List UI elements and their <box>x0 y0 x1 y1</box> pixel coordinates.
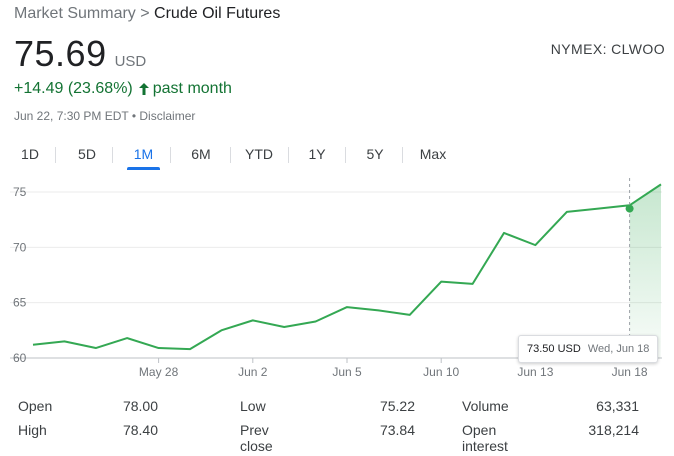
tab-divider <box>55 147 56 163</box>
disclaimer-link[interactable]: • Disclaimer <box>128 109 196 123</box>
x-tick-label: Jun 5 <box>332 365 362 379</box>
y-tick-label: 60 <box>13 351 27 365</box>
x-tick-label: Jun 18 <box>612 365 648 379</box>
price-line <box>32 183 662 351</box>
tab-divider <box>402 147 403 163</box>
tab-divider <box>288 147 289 163</box>
tab-ytd[interactable]: YTD <box>245 146 273 162</box>
time-range-tabs: 1D 5D 1M 6M YTD 1Y 5Y Max <box>0 142 674 170</box>
breadcrumb-current: Crude Oil Futures <box>154 5 281 22</box>
exchange-ticker: NYMEX: CLWOO <box>550 41 665 57</box>
tab-max[interactable]: Max <box>419 146 447 162</box>
x-tick-label: Jun 10 <box>423 365 459 379</box>
y-tick-label: 75 <box>13 185 27 199</box>
y-tick-label: 65 <box>13 296 27 310</box>
area-fill <box>629 184 661 358</box>
stat-value: 318,214 <box>588 422 639 438</box>
stat-value: 73.84 <box>379 422 415 438</box>
stat-label: Prev close <box>240 422 273 454</box>
tab-5d[interactable]: 5D <box>78 146 96 162</box>
timestamp: Jun 22, 7:30 PM EDT • Disclaimer <box>14 109 195 123</box>
breadcrumb-separator: > <box>140 5 150 22</box>
tab-divider <box>170 147 171 163</box>
timestamp-text: Jun 22, 7:30 PM EDT <box>14 109 129 123</box>
x-tick-label: May 28 <box>139 365 179 379</box>
stat-label: Open <box>18 398 53 414</box>
tab-divider <box>230 147 231 163</box>
chart-tooltip: 73.50 USD Wed, Jun 18 <box>518 335 659 363</box>
price-change: +14.49 (23.68%) past month <box>14 80 232 98</box>
tooltip-value: 73.50 USD <box>527 343 581 355</box>
tab-1y[interactable]: 1Y <box>308 146 326 162</box>
stat-label: Open interest <box>462 422 508 454</box>
tab-5y[interactable]: 5Y <box>366 146 384 162</box>
y-tick-label: 70 <box>13 240 27 254</box>
tooltip-date: Wed, Jun 18 <box>587 343 650 355</box>
stat-label: Low <box>240 398 266 414</box>
tab-divider <box>112 147 113 163</box>
tab-6m[interactable]: 6M <box>191 146 211 162</box>
change-value: +14.49 (23.68%) <box>14 80 133 97</box>
currency-label: USD <box>114 53 147 70</box>
price-row: 75.69 USD <box>14 33 146 75</box>
current-price: 75.69 <box>14 33 107 74</box>
stat-value: 78.40 <box>122 422 158 438</box>
stat-value: 75.22 <box>379 398 415 414</box>
stat-value: 63,331 <box>596 398 639 414</box>
tab-divider <box>345 147 346 163</box>
x-tick-label: Jun 13 <box>517 365 553 379</box>
stat-value: 78.00 <box>122 398 158 414</box>
stat-label: Volume <box>462 398 509 414</box>
breadcrumb-parent[interactable]: Market Summary <box>14 5 136 22</box>
tab-1d[interactable]: 1D <box>21 146 39 162</box>
arrow-up-icon <box>138 83 149 95</box>
change-period: past month <box>152 80 232 97</box>
price-chart[interactable]: 60 65 70 75 May 28 Jun 2 Jun 5 Jun 10 Jun 13 Jun … <box>0 178 674 388</box>
hover-point <box>625 204 634 213</box>
x-tick-label: Jun 2 <box>238 365 268 379</box>
tab-1m[interactable]: 1M <box>127 142 160 170</box>
stat-label: High <box>18 422 47 438</box>
breadcrumb: Market Summary > Crude Oil Futures <box>14 5 280 23</box>
